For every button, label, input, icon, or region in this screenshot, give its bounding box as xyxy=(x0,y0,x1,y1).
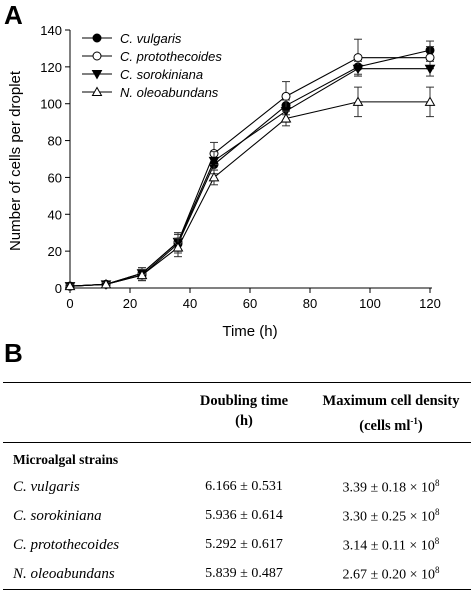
doubling-time-header-line2: (h) xyxy=(235,413,253,429)
data-point xyxy=(281,91,291,101)
x-tick-label: 120 xyxy=(419,296,441,311)
x-tick-label: 20 xyxy=(123,296,137,311)
series-3 xyxy=(64,86,436,291)
max-density-header-unit-close: ) xyxy=(417,417,423,434)
section-label: Microalgal strains xyxy=(13,451,119,467)
legend-marker xyxy=(91,70,103,80)
y-tick-label: 80 xyxy=(48,134,62,149)
max-density-value: 3.39 ± 0.18 × 10 xyxy=(342,480,436,496)
series-line xyxy=(69,68,430,287)
max-density-exponent: 8 xyxy=(435,507,440,517)
data-point xyxy=(172,241,184,252)
max-density-exponent: 8 xyxy=(435,565,440,575)
strain-cell: C. sorokiniana xyxy=(13,507,102,524)
table-body: Microalgal strains C. vulgaris 6.166 ± 0.… xyxy=(3,443,471,590)
x-tick-label: 80 xyxy=(303,296,317,311)
x-axis-title: Time (h) xyxy=(222,323,277,340)
y-tick-label: 0 xyxy=(55,281,62,296)
data-point xyxy=(208,156,220,167)
y-tick-label: 120 xyxy=(40,60,62,75)
legend-entry: C. vulgaris xyxy=(82,31,182,46)
y-tick-label: 20 xyxy=(48,244,62,259)
x-tick-label: 60 xyxy=(243,296,257,311)
data-point xyxy=(208,171,220,182)
legend-entry: C. sorokiniana xyxy=(82,67,203,82)
y-tick-label: 40 xyxy=(48,207,62,222)
x-tick-label: 0 xyxy=(66,296,73,311)
max-density-cell: 3.30 ± 0.25 × 108 xyxy=(311,502,471,531)
max-density-header: Maximum cell density (cells ml-1) xyxy=(311,383,471,443)
max-density-value: 3.30 ± 0.25 × 10 xyxy=(342,509,436,525)
doubling-time-header-line1: Doubling time xyxy=(199,393,289,409)
growth-table: Doubling time (h) Maximum cell density (… xyxy=(3,382,471,590)
data-point xyxy=(64,280,76,291)
doubling-time-header: Doubling time (h) xyxy=(177,383,311,443)
max-density-cell: 3.14 ± 0.11 × 108 xyxy=(311,531,471,560)
data-point xyxy=(100,278,112,289)
legend-label: C. vulgaris xyxy=(120,31,182,46)
data-point xyxy=(424,96,436,106)
max-density-exponent: 8 xyxy=(435,478,440,488)
legend-label: C. protothecoides xyxy=(120,49,222,64)
max-density-value: 2.67 ± 0.20 × 10 xyxy=(342,567,436,583)
max-density-header-unit: (cells ml xyxy=(359,417,411,434)
table-row: C. protothecoides 5.292 ± 0.617 3.14 ± 0.1… xyxy=(3,531,471,560)
chart-legend: C. vulgaris C. protothecoides C. sorokinia… xyxy=(82,31,222,100)
series-line xyxy=(69,101,430,287)
data-point xyxy=(136,269,148,280)
chart-axes: 0 20 40 60 80 100 120 140 0 20 40 60 80 100 120 Time (h… xyxy=(7,23,441,340)
legend-entry: C. protothecoides xyxy=(82,49,222,64)
legend-marker xyxy=(91,86,103,96)
doubling-time-cell: 6.166 ± 0.531 xyxy=(205,479,283,495)
doubling-time-cell: 5.292 ± 0.617 xyxy=(205,537,283,553)
strain-cell: C. protothecoides xyxy=(13,536,120,553)
y-tick-label: 100 xyxy=(40,97,62,112)
max-density-header-unit-exponent: -1 xyxy=(410,416,418,426)
data-point xyxy=(352,96,364,106)
legend-label: C. sorokiniana xyxy=(120,67,203,82)
y-tick-label: 60 xyxy=(48,170,62,185)
table-row: C. sorokiniana 5.936 ± 0.614 3.30 ± 0.25 ×… xyxy=(3,502,471,531)
growth-chart: 0 20 40 60 80 100 120 140 0 20 40 60 80 100 120 Time (h… xyxy=(7,23,441,340)
data-point xyxy=(425,53,435,63)
legend-marker xyxy=(92,33,102,43)
panel-a-letter: A xyxy=(4,0,23,30)
max-density-cell: 3.39 ± 0.18 × 108 xyxy=(311,473,471,502)
legend-entry: N. oleoabundans xyxy=(82,85,219,100)
max-density-value: 3.14 ± 0.11 × 10 xyxy=(342,538,435,554)
empty-header-cell xyxy=(3,383,177,443)
max-density-exponent: 8 xyxy=(434,536,440,546)
x-tick-label: 100 xyxy=(359,296,381,311)
doubling-time-cell: 5.936 ± 0.614 xyxy=(205,508,283,524)
x-tick-label: 40 xyxy=(183,296,197,311)
table-row: C. vulgaris 6.166 ± 0.531 3.39 ± 0.18 × 10… xyxy=(3,473,471,502)
max-density-header-line1: Maximum cell density xyxy=(322,393,460,409)
data-point xyxy=(353,53,363,63)
legend-label: N. oleoabundans xyxy=(120,85,219,100)
legend-marker xyxy=(92,51,102,61)
strain-cell: C. vulgaris xyxy=(13,478,80,495)
data-point xyxy=(424,64,436,75)
chart-series xyxy=(64,38,436,292)
growth-table-wrapper: Doubling time (h) Maximum cell density (… xyxy=(0,382,474,590)
data-point xyxy=(352,64,364,75)
y-axis-title: Number of cells per droplet xyxy=(7,70,24,251)
data-point xyxy=(280,112,292,123)
y-tick-label: 140 xyxy=(40,23,62,38)
panel-b-letter: B xyxy=(4,338,23,368)
